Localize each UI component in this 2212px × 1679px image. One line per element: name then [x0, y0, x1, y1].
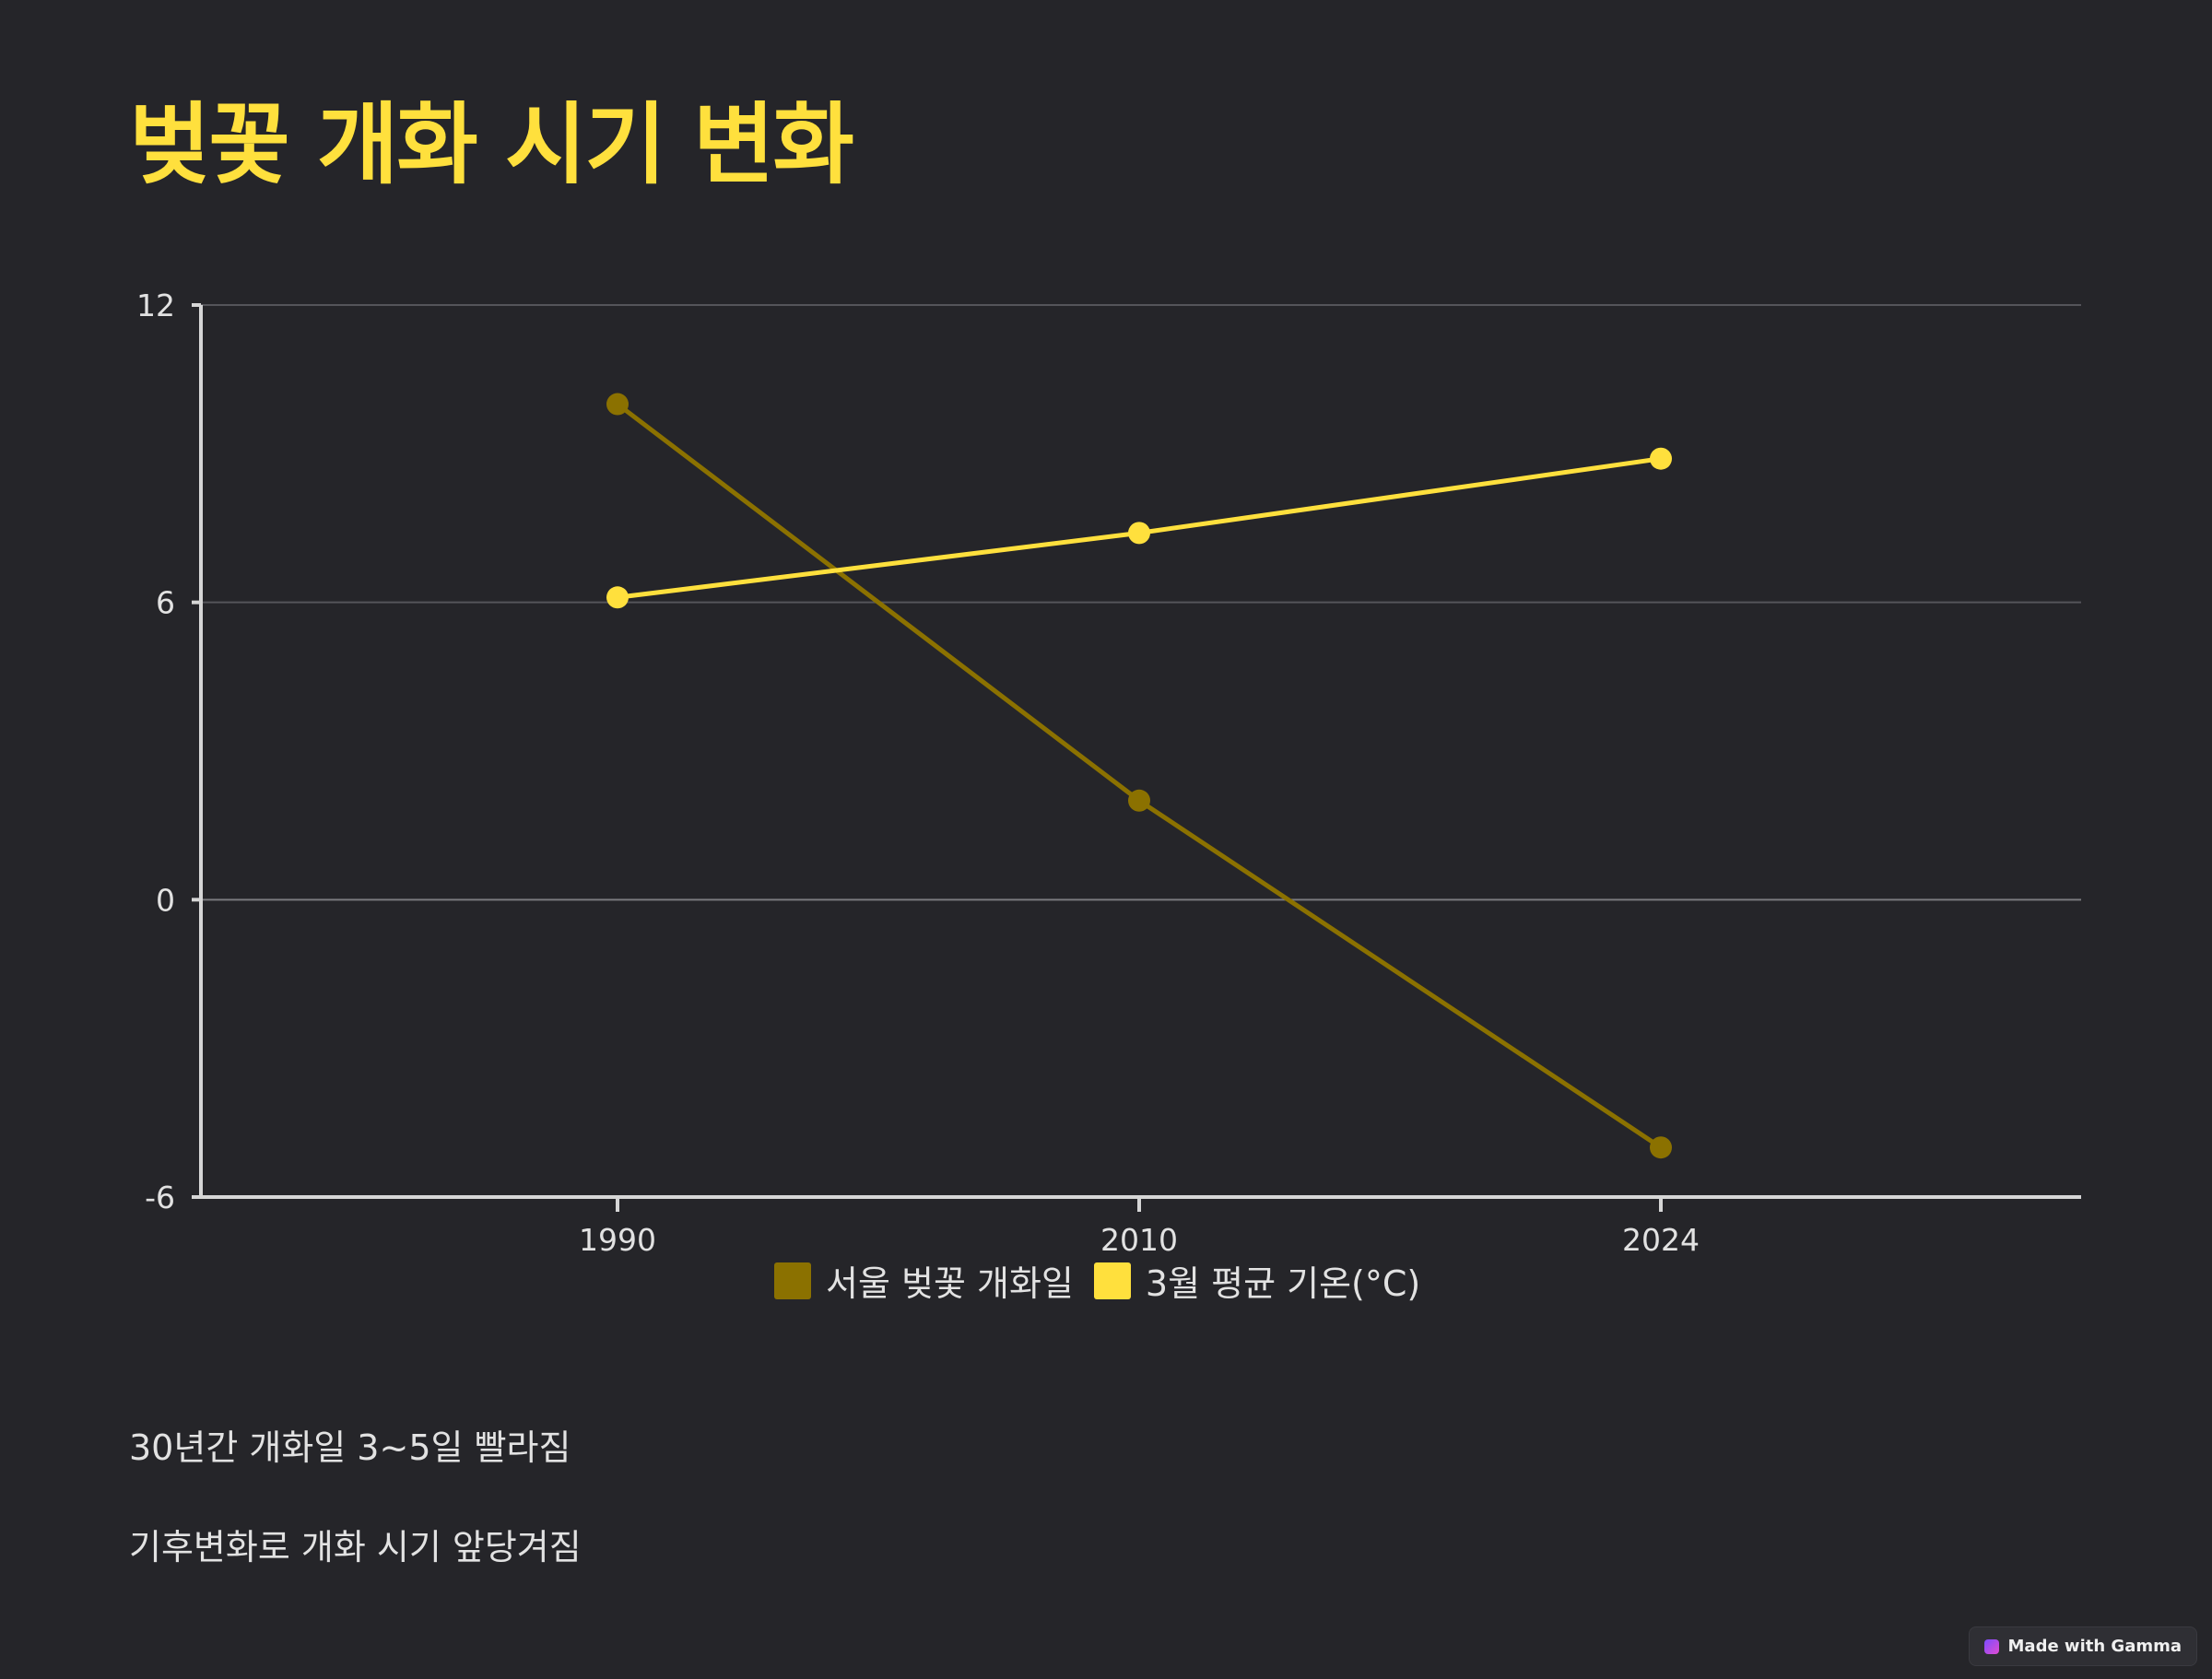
data-series: [606, 393, 1672, 1159]
page-title: 벚꽃 개화 시기 변화: [129, 93, 854, 196]
data-point: [1650, 447, 1672, 470]
y-tick-label: 0: [156, 882, 175, 918]
made-with-gamma-badge[interactable]: Made with Gamma: [1968, 1626, 2197, 1666]
x-tick-label: 2010: [1100, 1222, 1178, 1258]
y-tick-label: -6: [145, 1180, 175, 1215]
y-tick-label: 6: [156, 585, 175, 621]
data-point: [1128, 522, 1150, 545]
x-tick-label: 1990: [579, 1222, 656, 1258]
x-tick-label: 2024: [1622, 1222, 1700, 1258]
series-line-0: [616, 402, 1663, 1150]
legend-swatch-march-temp: [1093, 1262, 1131, 1299]
legend-swatch-seoul-bloom: [774, 1262, 811, 1299]
gamma-logo-icon: [1983, 1638, 1999, 1654]
data-point: [606, 393, 629, 416]
line-chart: -6 0 6 12 1990 2010 2024: [136, 288, 2081, 1258]
tick-labels: -6 0 6 12 1990 2010 2024: [136, 288, 1700, 1258]
legend-label-seoul-bloom: 서울 벚꽃 개화일: [826, 1263, 1074, 1304]
legend-label-march-temp: 3월 평균 기온(°C): [1145, 1263, 1421, 1304]
legend-item-seoul-bloom: 서울 벚꽃 개화일: [774, 1255, 1074, 1306]
chart-legend: 서울 벚꽃 개화일 3월 평균 기온(°C): [774, 1255, 1420, 1306]
y-tick-label: 12: [136, 288, 175, 323]
note-bloom-earlier: 30년간 개화일 3~5일 빨라짐: [129, 1427, 571, 1468]
data-point: [1128, 789, 1150, 812]
grid-lines: [201, 304, 2081, 901]
data-point: [606, 586, 629, 609]
data-point: [1650, 1136, 1672, 1159]
note-climate-change: 기후변화로 개화 시기 앞당겨짐: [129, 1527, 582, 1567]
legend-item-march-temp: 3월 평균 기온(°C): [1093, 1255, 1421, 1306]
badge-label: Made with Gamma: [2007, 1637, 2182, 1656]
axes: [192, 303, 2081, 1212]
